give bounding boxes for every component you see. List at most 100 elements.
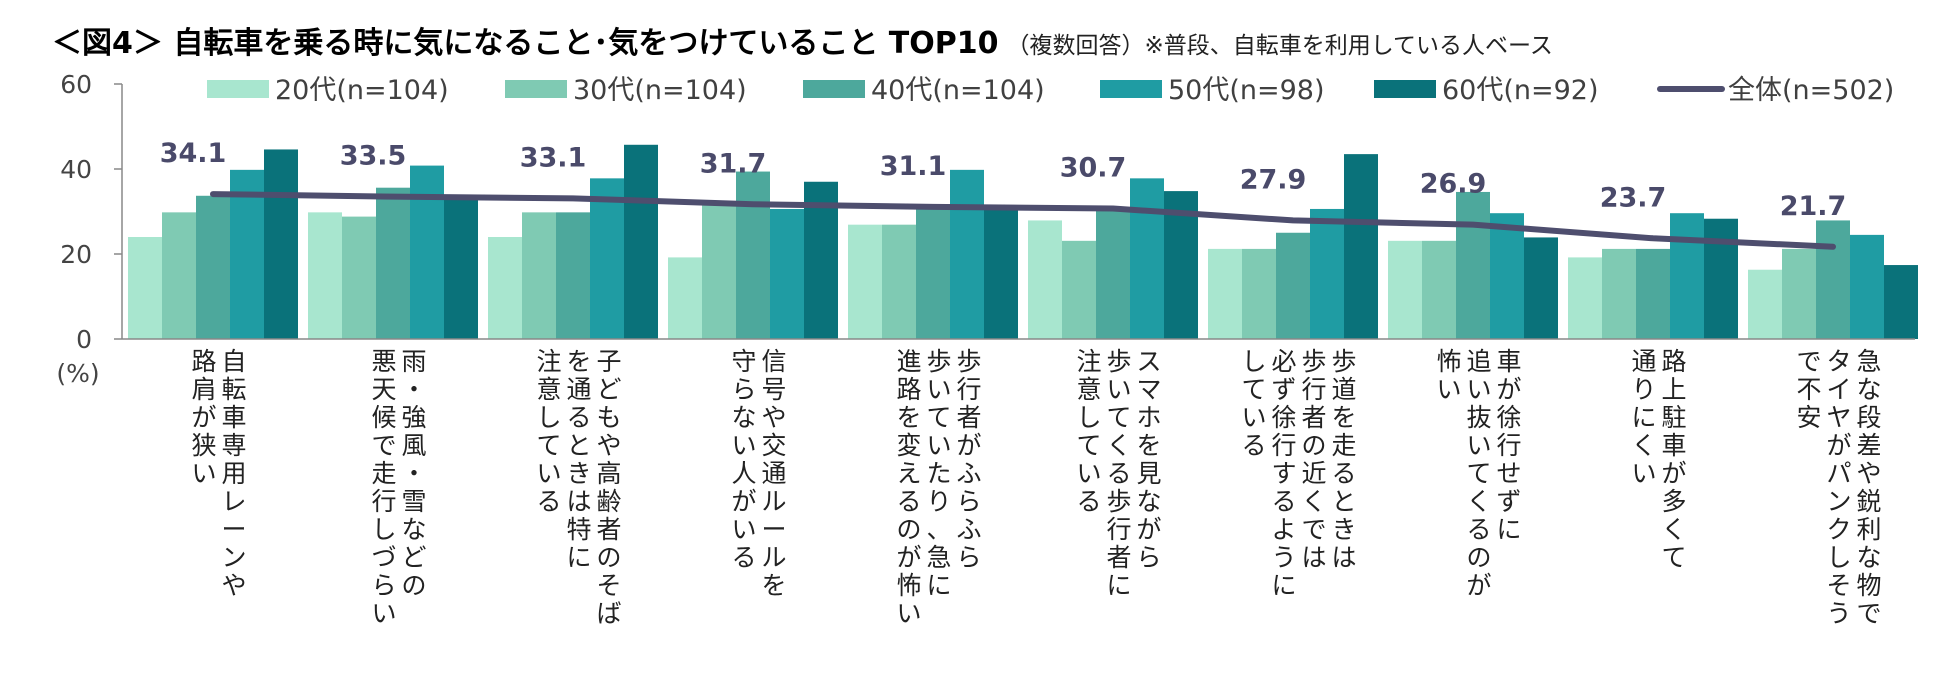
- category-label: している: [1241, 347, 1266, 460]
- bar: [1276, 232, 1310, 339]
- bar: [1884, 265, 1918, 339]
- bar: [488, 237, 522, 339]
- bar: [230, 169, 264, 339]
- bar: [1816, 220, 1850, 339]
- category-label: 怖い: [1436, 347, 1461, 404]
- category-label: スマホを見ながら: [1136, 347, 1161, 572]
- legend-label: 50代(n=98): [1168, 75, 1325, 106]
- bar: [1130, 178, 1164, 339]
- bar: [848, 224, 882, 339]
- legend-label: 40代(n=104): [871, 75, 1045, 106]
- bar: [1344, 154, 1378, 339]
- bar: [1388, 240, 1422, 339]
- bar: [1568, 257, 1602, 339]
- y-axis-unit: (%): [56, 359, 99, 388]
- bar: [308, 212, 342, 339]
- chart-title: ＜図4＞ 自転車を乗る時に気になること･気をつけていること TOP10: [52, 26, 999, 61]
- legend-swatch: [505, 80, 567, 98]
- bar: [1850, 234, 1884, 339]
- bar: [590, 178, 624, 339]
- bar: [1062, 240, 1096, 339]
- bar: [376, 187, 410, 339]
- bar: [668, 257, 702, 339]
- data-label: 31.7: [700, 148, 767, 179]
- bar: [770, 208, 804, 339]
- data-label: 26.9: [1420, 169, 1487, 200]
- bar: [410, 165, 444, 339]
- bar: [1208, 248, 1242, 339]
- category-label: 悪天候で走行しづらい: [371, 347, 396, 628]
- category-label: 守らない人がいる: [731, 347, 756, 572]
- data-label: 33.1: [520, 142, 587, 173]
- data-label: 23.7: [1600, 182, 1667, 213]
- data-label: 30.7: [1060, 153, 1127, 184]
- y-tick-label: 0: [76, 325, 92, 354]
- bar: [1782, 248, 1816, 339]
- data-label: 33.5: [340, 141, 407, 172]
- overall-line: [210, 191, 1836, 250]
- category-label: 路肩が狭い: [191, 347, 216, 488]
- legend-swatch: [803, 80, 865, 98]
- chart-title-row: ＜図4＞ 自転車を乗る時に気になること･気をつけていること TOP10 （複数回答…: [52, 18, 1553, 62]
- bar: [950, 169, 984, 339]
- bar: [342, 216, 376, 339]
- bar: [128, 237, 162, 339]
- bar: [1704, 218, 1738, 339]
- bar: [702, 204, 736, 339]
- category-label: 歩行者の近くでは: [1301, 347, 1326, 572]
- category-label: 歩いてくる歩行者に: [1106, 347, 1131, 600]
- category-label: を通るときは特に: [566, 347, 591, 572]
- category-label: 歩行者がふらふら: [956, 347, 981, 572]
- category-label: 注意している: [536, 347, 561, 516]
- category-label: 歩いていたり、急に: [926, 347, 951, 600]
- category-label: 子どもや高齢者のそば: [596, 347, 621, 628]
- category-label: 急な段差や鋭利な物で: [1856, 347, 1881, 628]
- category-label: 信号や交通ルールを: [761, 347, 786, 600]
- legend-swatch: [1374, 80, 1436, 98]
- category-label: 雨・強風・雪などの: [401, 347, 426, 600]
- legend-swatch: [1100, 80, 1162, 98]
- chart-subtitle: （複数回答）※普段、自転車を利用している人ベース: [1006, 33, 1553, 59]
- data-label: 27.9: [1240, 164, 1307, 195]
- legend-label: 全体(n=502): [1728, 75, 1894, 106]
- category-label: タイヤがパンクしそう: [1826, 347, 1851, 628]
- bar: [162, 212, 196, 339]
- category-label: で不安: [1796, 347, 1821, 432]
- bar: [522, 212, 556, 339]
- bar: [1028, 220, 1062, 339]
- bar: [1670, 213, 1704, 339]
- category-label: 車が徐行せずに: [1496, 347, 1521, 544]
- legend-label: 20代(n=104): [275, 75, 449, 106]
- bar: [624, 144, 658, 339]
- legend-label: 30代(n=104): [573, 75, 747, 106]
- bar: [1490, 213, 1524, 339]
- bar: [1524, 237, 1558, 339]
- bar: [1636, 248, 1670, 339]
- data-label: 34.1: [160, 138, 227, 169]
- category-label: 自転車専用レーンや: [221, 347, 246, 600]
- bar: [916, 204, 950, 339]
- bar: [1748, 269, 1782, 339]
- category-label: 必ず徐行するように: [1271, 347, 1296, 600]
- bar: [1242, 248, 1276, 339]
- bar: [444, 195, 478, 339]
- data-label: 21.7: [1780, 191, 1847, 222]
- category-label: 注意している: [1076, 347, 1101, 516]
- category-label: 追い抜いてくるのが: [1466, 347, 1491, 600]
- bar: [196, 195, 230, 339]
- bar: [1096, 208, 1130, 339]
- bar: [1602, 248, 1636, 339]
- bar: [556, 212, 590, 339]
- bar: [264, 149, 298, 339]
- legend-swatch: [207, 80, 269, 98]
- data-label: 31.1: [880, 151, 947, 182]
- category-label: 進路を変えるのが怖い: [896, 347, 921, 628]
- bar: [1422, 240, 1456, 339]
- y-tick-label: 60: [60, 70, 92, 99]
- legend-label: 60代(n=92): [1442, 75, 1599, 106]
- category-label: 通りにくい: [1631, 347, 1656, 488]
- bar: [1310, 208, 1344, 339]
- bar: [1456, 191, 1490, 339]
- y-tick-label: 20: [60, 240, 92, 269]
